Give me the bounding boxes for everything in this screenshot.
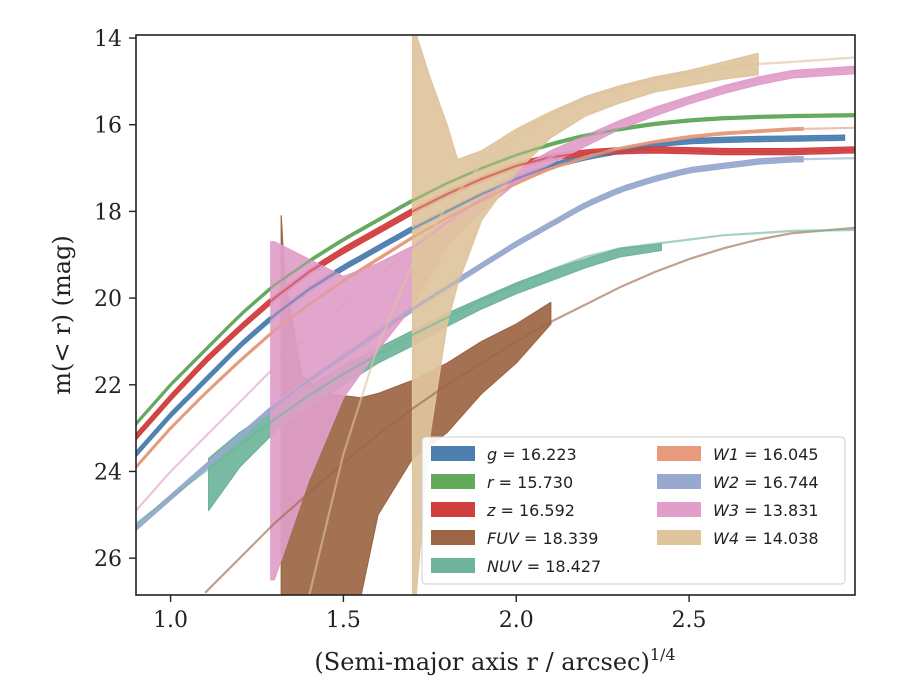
legend-swatch-w3 [657, 502, 701, 517]
x-axis-title-text: (Semi-major axis r / arcsec) [314, 648, 649, 676]
legend-swatch-fuv [431, 530, 475, 545]
series-line-w4 [308, 56, 855, 595]
line-layer [136, 56, 855, 595]
legend-label-w2: W2 = 16.744 [713, 473, 819, 492]
series-line-w2 [136, 157, 855, 529]
series-band-r [136, 113, 855, 426]
y-tick-label: 26 [94, 547, 122, 572]
series-band-w4 [411, 35, 759, 595]
series-line-z [136, 148, 855, 438]
legend-label-fuv: FUV = 18.339 [487, 529, 598, 548]
x-tick-label: 2.5 [672, 608, 707, 633]
x-tick-label: 2.0 [499, 608, 534, 633]
x-axis: 1.0 1.5 2.0 2.5 [153, 595, 707, 633]
series-line-fuv [204, 226, 855, 594]
series-line-r [136, 114, 855, 425]
y-tick-label: 24 [94, 460, 122, 485]
legend-swatch-nuv [431, 558, 475, 573]
y-tick-label: 14 [94, 27, 122, 52]
legend-label-z: z = 16.592 [486, 501, 575, 520]
legend-label-nuv: NUV = 18.427 [487, 557, 601, 576]
legend-swatch-w2 [657, 474, 701, 489]
legend-swatch-g [431, 446, 475, 461]
y-axis: 14 16 18 20 22 24 26 [94, 27, 136, 572]
series-line-w3 [136, 67, 855, 512]
x-axis-title-exponent: 1/4 [650, 645, 676, 664]
series-line-w1 [136, 126, 855, 468]
legend-label-w4: W4 = 14.038 [713, 529, 819, 548]
y-tick-label: 18 [94, 200, 122, 225]
legend-swatch-w4 [657, 530, 701, 545]
series-line-g [136, 136, 845, 455]
series-line-nuv [136, 228, 855, 525]
y-tick-label: 16 [94, 114, 122, 139]
x-tick-label: 1.5 [326, 608, 361, 633]
legend: g = 16.223 r = 15.730 z = 16.592 FUV = 18.3… [421, 436, 846, 585]
legend-swatch-r [431, 474, 475, 489]
y-tick-label: 22 [94, 374, 122, 399]
y-tick-label: 20 [94, 287, 122, 312]
legend-label-r: r = 15.730 [487, 473, 573, 492]
x-tick-label: 1.0 [153, 608, 188, 633]
series-band-g [136, 134, 846, 458]
legend-label-w3: W3 = 13.831 [713, 501, 819, 520]
legend-swatch-w1 [657, 446, 701, 461]
legend-swatch-z [431, 502, 475, 517]
legend-label-g: g = 16.223 [487, 445, 577, 464]
legend-label-w1: W1 = 16.045 [713, 445, 819, 464]
y-axis-title: m(< r) (mag) [48, 235, 76, 394]
legend-box [421, 436, 846, 585]
x-axis-title: (Semi-major axis r / arcsec)1/4 [314, 645, 675, 676]
plot-frame [135, 34, 856, 596]
